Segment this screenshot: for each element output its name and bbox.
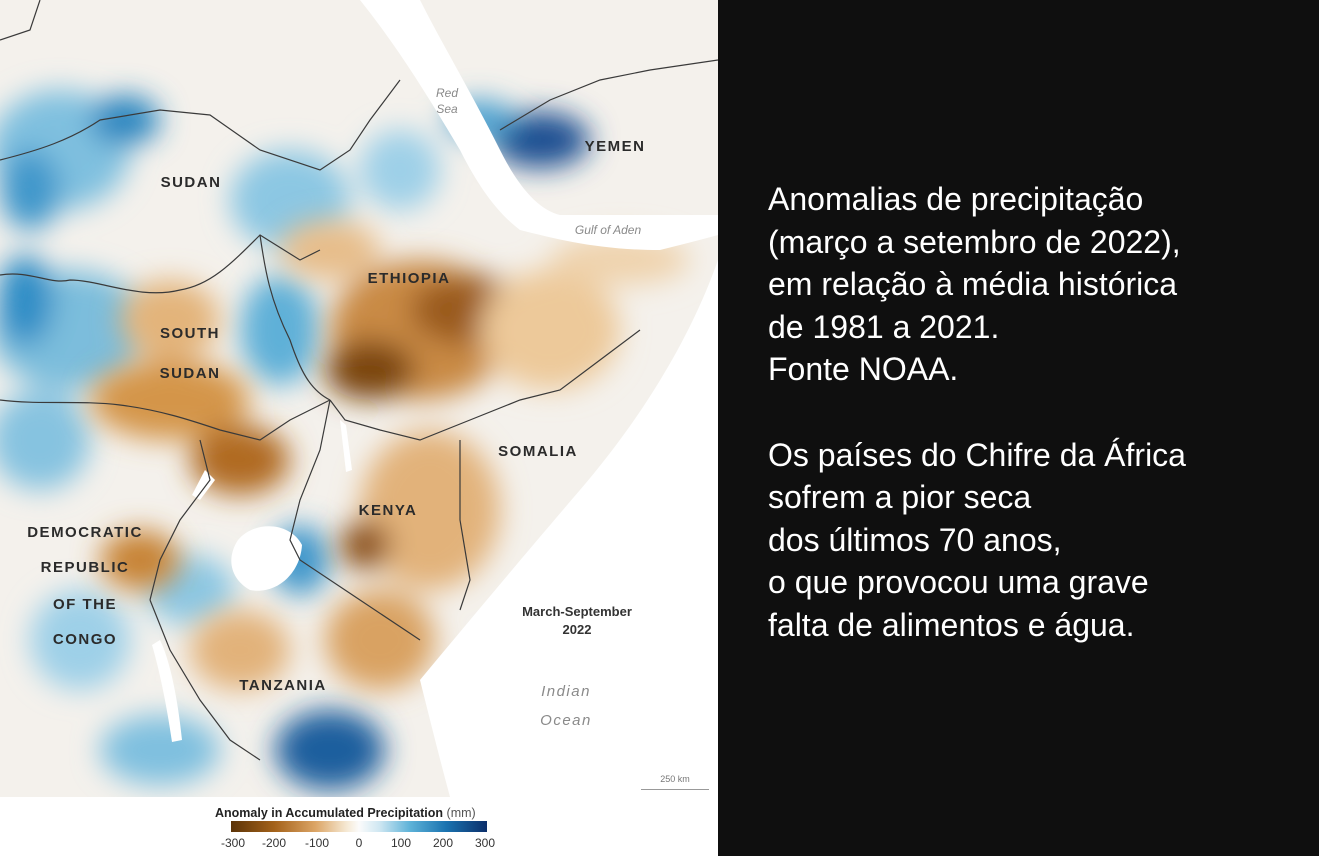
caption-line: (março a setembro de 2022), bbox=[768, 223, 1181, 260]
scale-bar: 250 km bbox=[641, 774, 709, 790]
legend-tick: 0 bbox=[355, 836, 363, 850]
legend-unit: (mm) bbox=[446, 806, 476, 820]
caption-line: Os países do Chifre da África bbox=[768, 436, 1186, 473]
label-kenya: KENYA bbox=[358, 502, 418, 519]
legend-color-ramp bbox=[231, 821, 487, 832]
caption-line: o que provocou uma grave bbox=[768, 564, 1149, 600]
legend-tick: 100 bbox=[390, 836, 412, 850]
precipitation-anomaly-map: SUDAN SOUTH SUDAN ETHIOPIA SOMALIA KENYA… bbox=[0, 0, 718, 856]
map-legend: Anomaly in Accumulated Precipitation (mm… bbox=[0, 797, 718, 856]
label-drc-line3: OF THE bbox=[53, 596, 117, 613]
label-ethiopia: ETHIOPIA bbox=[367, 270, 451, 287]
label-indian-ocean-line2: Ocean bbox=[540, 712, 592, 729]
caption-line: dos últimos 70 anos, bbox=[768, 521, 1062, 558]
label-somalia: SOMALIA bbox=[498, 443, 578, 460]
label-drc-line1: DEMOCRATIC bbox=[27, 524, 143, 541]
label-red-sea-line2: Sea bbox=[436, 102, 458, 116]
legend-tick: -100 bbox=[304, 836, 330, 850]
period-label: March-September 2022 bbox=[522, 603, 632, 639]
caption-line: de 1981 a 2021. bbox=[768, 308, 1000, 345]
label-drc-line2: REPUBLIC bbox=[40, 559, 130, 576]
label-sudan: SUDAN bbox=[160, 174, 222, 191]
map-graphic bbox=[0, 0, 718, 797]
scale-bar-line bbox=[641, 785, 709, 790]
label-drc-line4: CONGO bbox=[52, 631, 118, 648]
caption-panel: Anomalias de precipitação (março a setem… bbox=[768, 178, 1308, 646]
legend-tick: 200 bbox=[432, 836, 454, 850]
period-months: March-September bbox=[522, 604, 632, 619]
legend-title: Anomaly in Accumulated Precipitation (mm… bbox=[215, 806, 476, 820]
label-tanzania: TANZANIA bbox=[239, 677, 327, 694]
country-borders bbox=[0, 0, 718, 761]
dry-anomaly-areas bbox=[90, 220, 690, 690]
label-south-sudan-line1: SOUTH bbox=[160, 325, 220, 342]
label-red-sea-line1: Red bbox=[435, 86, 459, 100]
legend-tick: -200 bbox=[261, 836, 287, 850]
scale-bar-label: 250 km bbox=[660, 774, 690, 784]
legend-tick: -300 bbox=[220, 836, 246, 850]
sea-areas bbox=[152, 0, 718, 797]
caption-line: falta de alimentos e água. bbox=[768, 606, 1135, 643]
label-yemen: YEMEN bbox=[584, 138, 646, 155]
wet-anomaly-areas bbox=[0, 90, 590, 790]
paragraph-gap bbox=[768, 391, 1308, 434]
legend-title-text: Anomaly in Accumulated Precipitation bbox=[215, 806, 444, 820]
label-gulf-of-aden: Gulf of Aden bbox=[574, 223, 642, 237]
label-south-sudan-line2: SUDAN bbox=[159, 365, 221, 382]
period-year: 2022 bbox=[562, 622, 592, 637]
caption-source: Fonte NOAA. bbox=[768, 351, 959, 387]
label-indian-ocean-line1: Indian bbox=[541, 683, 591, 700]
caption-line: Anomalias de precipitação bbox=[768, 181, 1144, 217]
caption-line: sofrem a pior seca bbox=[768, 479, 1032, 515]
legend-tick: 300 bbox=[474, 836, 496, 850]
caption-line: em relação à média histórica bbox=[768, 266, 1178, 302]
